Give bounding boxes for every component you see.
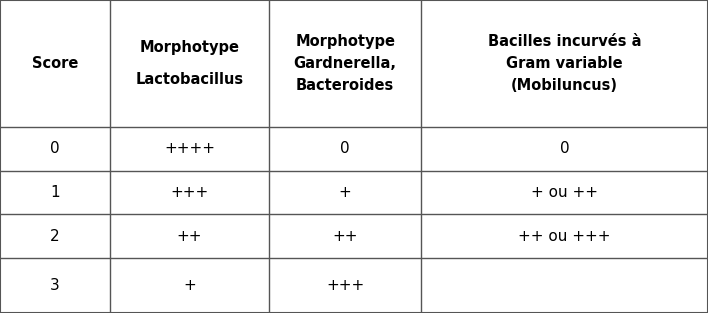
Text: 2: 2 xyxy=(50,229,59,244)
Text: Lactobacillus: Lactobacillus xyxy=(135,72,244,87)
Text: Score: Score xyxy=(32,56,78,71)
Text: Morphotype: Morphotype xyxy=(139,40,239,54)
Text: Morphotype: Morphotype xyxy=(295,33,395,49)
Text: 0: 0 xyxy=(560,141,569,156)
Text: +++: +++ xyxy=(170,185,209,200)
Text: 1: 1 xyxy=(50,185,59,200)
Text: Gardnerella,: Gardnerella, xyxy=(294,56,396,71)
Text: +: + xyxy=(338,185,352,200)
Text: ++++: ++++ xyxy=(164,141,215,156)
Text: ++: ++ xyxy=(332,229,358,244)
Text: 3: 3 xyxy=(50,278,59,293)
Text: Bacilles incurvés à: Bacilles incurvés à xyxy=(488,33,641,49)
Text: ++: ++ xyxy=(176,229,202,244)
Text: 0: 0 xyxy=(50,141,59,156)
Text: (Mobiluncus): (Mobiluncus) xyxy=(511,78,618,93)
Text: Gram variable: Gram variable xyxy=(506,56,623,71)
Text: 0: 0 xyxy=(341,141,350,156)
Text: Bacteroides: Bacteroides xyxy=(296,78,394,93)
Text: +++: +++ xyxy=(326,278,365,293)
Text: + ou ++: + ou ++ xyxy=(531,185,598,200)
Text: ++ ou +++: ++ ou +++ xyxy=(518,229,611,244)
Text: +: + xyxy=(183,278,196,293)
